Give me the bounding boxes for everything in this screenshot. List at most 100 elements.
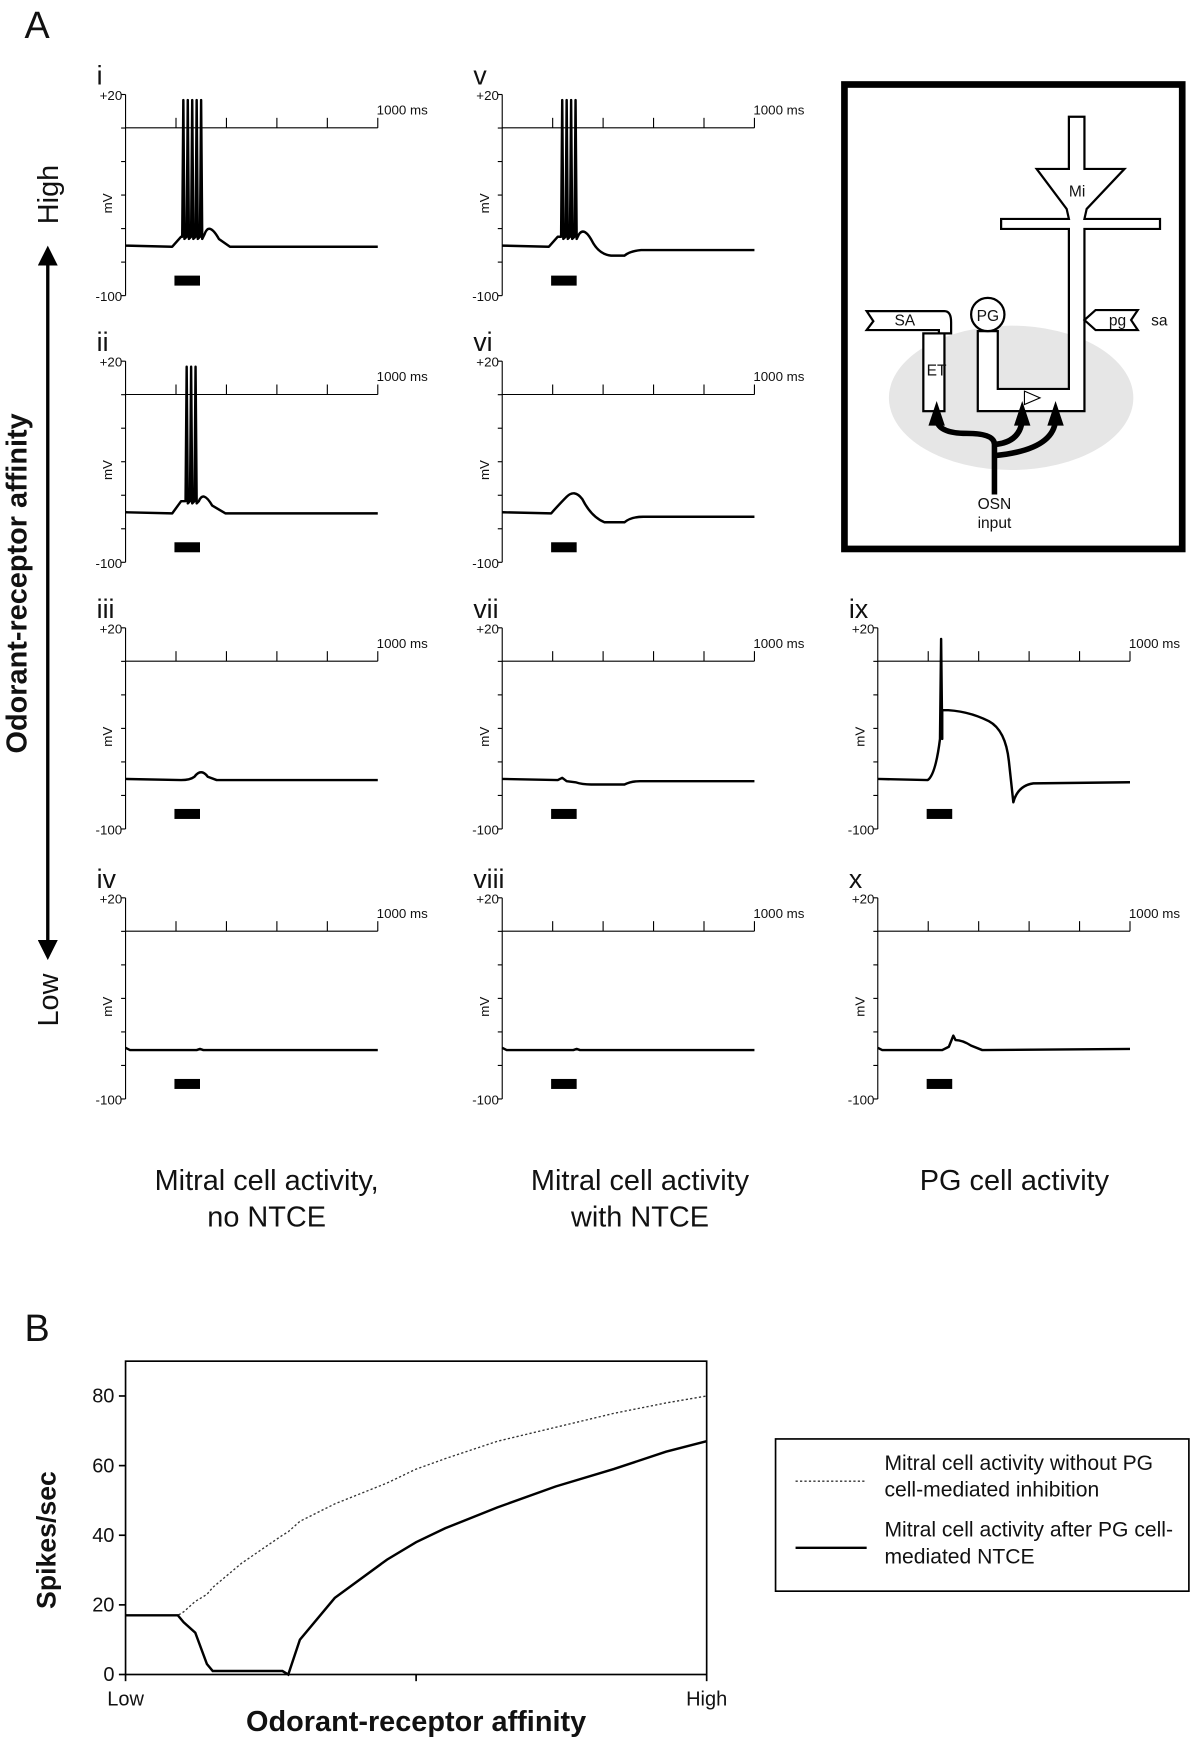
panel-numeral: vi [473, 327, 492, 357]
stimulus-bar [551, 275, 577, 286]
ymax-label: +20 [100, 891, 123, 906]
panel-numeral: i [97, 61, 103, 91]
time-label: 1000 ms [1129, 636, 1180, 651]
data-line [125, 1395, 707, 1616]
unit-label: mV [852, 727, 867, 747]
time-label: 1000 ms [1129, 906, 1180, 921]
ymax-label: +20 [100, 88, 123, 103]
voltage-trace [501, 1046, 755, 1052]
time-label: 1000 ms [377, 369, 428, 384]
ymax-label: +20 [476, 88, 499, 103]
ymin-label: -100 [96, 823, 123, 838]
sa-input-label: sa [1151, 313, 1168, 330]
time-label: 1000 ms [377, 906, 428, 921]
stimulus-bar [174, 275, 200, 286]
unit-label: mV [100, 193, 115, 213]
voltage-trace [877, 1034, 1131, 1052]
stimulus-bar [926, 1078, 953, 1089]
voltage-trace [502, 98, 755, 257]
diagram-labels: Mi PG SA ET pg sa OSN input [894, 184, 1167, 532]
panel-numeral: iii [97, 594, 115, 624]
trace-panel: v+20 -100 1000 ms mV [472, 61, 805, 305]
unit-label: mV [852, 997, 867, 1017]
unit-label: mV [477, 727, 492, 747]
high-label: High [33, 165, 65, 224]
column-caption: Mitral cell activity [531, 1165, 750, 1197]
stimulus-bar [551, 542, 577, 553]
panel-numeral: v [473, 61, 487, 91]
ymax-label: +20 [476, 891, 499, 906]
stimulus-bar [174, 808, 200, 819]
time-label: 1000 ms [377, 636, 428, 651]
pg-cell-label: PG [977, 308, 999, 325]
panel-numeral: x [849, 864, 863, 894]
ymin-label: -100 [96, 1093, 123, 1108]
panel-numeral: vii [473, 594, 498, 624]
unit-label: mV [100, 460, 115, 480]
panel-label: B [24, 1308, 49, 1350]
ymax-label: +20 [852, 621, 875, 636]
trace-panel: iii+20 -100 1000 ms mV [96, 594, 429, 838]
legend-box [774, 1438, 1190, 1592]
ymin-label: -100 [96, 289, 123, 304]
unit-label: mV [477, 997, 492, 1017]
trace-panel: vii+20 -100 1000 ms mV [472, 594, 805, 838]
ymin-label: -100 [472, 289, 499, 304]
ymin-label: -100 [848, 823, 875, 838]
stimulus-bar [174, 542, 200, 553]
ymax-label: +20 [476, 621, 499, 636]
time-label: 1000 ms [753, 369, 804, 384]
column-caption: PG cell activity [920, 1165, 1110, 1197]
stimulus-bar [551, 1078, 577, 1089]
y-tick-label: 60 [92, 1455, 114, 1477]
ymax-label: +20 [100, 621, 123, 636]
panel-numeral: viii [473, 864, 504, 894]
legend-entry: Mitral cell activity after PG cell-media… [884, 1519, 1173, 1569]
unit-label: mV [477, 460, 492, 480]
sa-cell-label: SA [894, 313, 915, 330]
panel-label: A [24, 5, 50, 47]
ymax-label: +20 [476, 355, 499, 370]
trace-panel: ix+20 -100 1000 ms mV [848, 594, 1181, 838]
y-axis-label: Spikes/sec [32, 1471, 62, 1609]
mi-label: Mi [1069, 184, 1085, 201]
stimulus-bar [174, 1078, 200, 1089]
trace-panel: x+20 -100 1000 ms mV [848, 864, 1181, 1108]
y-tick-label: 80 [92, 1386, 114, 1408]
ymin-label: -100 [472, 556, 499, 571]
voltage-trace [125, 771, 378, 782]
voltage-trace [125, 365, 378, 515]
voltage-trace [877, 637, 1131, 804]
panel-numeral: iv [97, 864, 117, 894]
trace-panel: i+20 -100 1000 ms mV [96, 61, 429, 305]
ymin-label: -100 [848, 1093, 875, 1108]
trace-panel: iv+20 -100 1000 ms mV [96, 864, 429, 1108]
y-tick-label: 40 [92, 1525, 114, 1547]
time-label: 1000 ms [377, 103, 428, 118]
ymin-label: -100 [472, 1093, 499, 1108]
x-tick-label: Low [107, 1689, 144, 1711]
trace-panel: vi+20 -100 1000 ms mV [472, 327, 805, 571]
voltage-trace [502, 492, 755, 524]
x-tick-label: High [686, 1689, 727, 1711]
time-label: 1000 ms [753, 103, 804, 118]
osn-label: OSN [978, 496, 1012, 513]
unit-label: mV [477, 193, 492, 213]
unit-label: mV [100, 997, 115, 1017]
ymax-label: +20 [852, 891, 875, 906]
y-tick-label: 20 [92, 1595, 114, 1617]
plot-frame [124, 1360, 708, 1676]
column-caption: no NTCE [207, 1202, 326, 1234]
ymin-label: -100 [472, 823, 499, 838]
circuit-diagram [841, 81, 1186, 553]
column-caption: with NTCE [570, 1202, 709, 1234]
low-label: Low [33, 973, 65, 1026]
trace-panel: viii+20 -100 1000 ms mV [472, 864, 805, 1108]
time-label: 1000 ms [753, 906, 804, 921]
stimulus-bar [926, 808, 953, 819]
y-tick-label: 0 [103, 1664, 114, 1686]
trace-panel: ii+20 -100 1000 ms mV [96, 327, 429, 571]
unit-label: mV [100, 727, 115, 747]
